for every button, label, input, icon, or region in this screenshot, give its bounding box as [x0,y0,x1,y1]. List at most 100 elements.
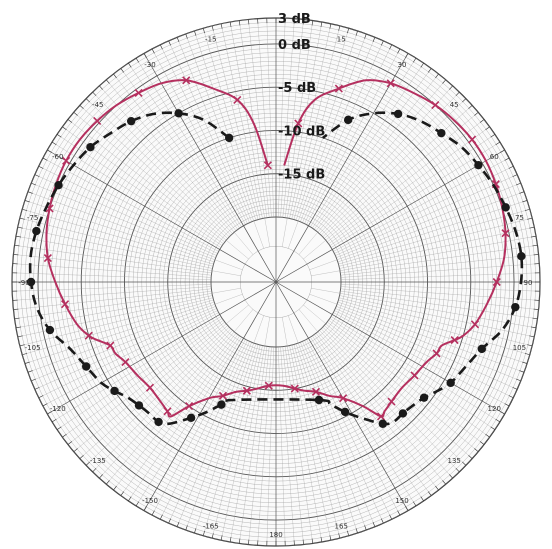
angle-tick-label: -75 [27,214,38,222]
grid-spoke [298,79,446,255]
grid-spoke [211,345,261,539]
outer-tick [389,44,392,50]
series-2-point [224,133,234,143]
outer-tick [99,474,103,479]
outer-tick [524,208,530,211]
grid-spoke [38,166,218,254]
grid-spoke [47,149,277,283]
series-1-point [387,397,396,406]
outer-tick [532,317,538,320]
grid-spoke [185,315,264,531]
outer-tick [533,308,539,310]
outer-tick [120,68,125,73]
grid-spoke [176,37,252,222]
grid-spoke [291,25,341,219]
grid-spoke [220,23,263,219]
series-2-point [82,362,91,371]
grid-spoke [300,342,376,527]
grid-spoke [248,346,270,545]
series-2-point [32,226,41,236]
series-2-point [517,252,526,261]
grid-spoke [257,346,272,546]
outer-tick [329,535,332,541]
outer-tick [56,134,62,138]
outer-tick [22,353,28,356]
grid-spoke [284,346,313,544]
grid-spoke [185,33,264,249]
series-1-point [242,386,251,395]
outer-tick [347,530,350,536]
outer-tick [24,200,30,203]
grid-spoke [304,44,392,224]
angle-tick-label: -30 [144,61,155,69]
outer-tick [31,182,36,186]
outer-tick [194,528,197,534]
series-2-point [45,325,55,335]
grid-spoke [304,340,392,520]
grid-spoke [106,309,254,485]
outer-tick [135,57,140,63]
outer-tick [435,73,439,79]
outer-tick [160,514,163,520]
outer-tick [211,533,214,539]
grid-spoke [338,209,530,265]
grid-spoke [151,339,246,516]
grid-spoke [293,28,349,220]
outer-tick [38,166,44,169]
grid-spoke [282,317,322,543]
series-2-point [340,407,350,417]
outer-tick [151,48,155,54]
grid-spoke [220,345,263,541]
grid-spoke [34,308,217,390]
series-1-point [339,394,348,403]
grid-spoke [289,23,332,219]
outer-tick [381,518,384,524]
outer-tick [338,25,341,31]
grid-spoke [211,25,261,219]
grid-spoke [331,141,500,248]
grid-spoke [92,328,231,473]
outer-tick [85,461,90,466]
outer-tick [38,395,44,398]
grid-spoke [322,98,467,237]
series-2-point [398,409,408,418]
outer-tick [113,73,117,79]
outer-tick [495,418,501,423]
outer-tick [427,68,432,73]
grid-spoke [128,63,240,229]
outer-tick [355,30,358,36]
grid-spoke [15,236,241,276]
series-1-point [145,383,155,392]
outer-tick [248,539,250,545]
grid-spoke [306,48,401,225]
grid-spoke [160,44,248,224]
grid-spoke [340,284,540,292]
grid-spoke [340,272,540,280]
angle-tick-label: -150 [142,497,158,505]
radial-tick-label: -5 dB [278,81,316,96]
outer-tick [504,403,510,407]
grid-spoke [67,119,225,243]
grid-spoke [14,290,212,319]
outer-tick [512,387,518,390]
series-1-point [182,76,191,85]
outer-tick [238,538,241,544]
outer-tick [220,535,223,541]
outer-tick [73,448,78,452]
outer-tick [442,79,446,84]
outer-tick [17,335,23,338]
grid-spoke [278,18,286,218]
label-layer: 3 dB 0 dB -5 dB -10 dB -15 dB -15 15 -30 30 -45 45… [18,12,532,539]
outer-tick [372,522,376,527]
series-1-point [468,135,477,144]
grid-spoke [22,209,214,265]
grid-spoke [160,340,248,520]
radial-tick-label: -10 dB [278,124,325,139]
outer-tick [19,344,25,347]
grid-spoke [340,286,540,301]
grid-spoke [275,53,409,283]
outer-tick [490,134,496,138]
outer-tick [211,25,214,31]
outer-tick [533,254,539,256]
grid-spoke [315,333,439,491]
